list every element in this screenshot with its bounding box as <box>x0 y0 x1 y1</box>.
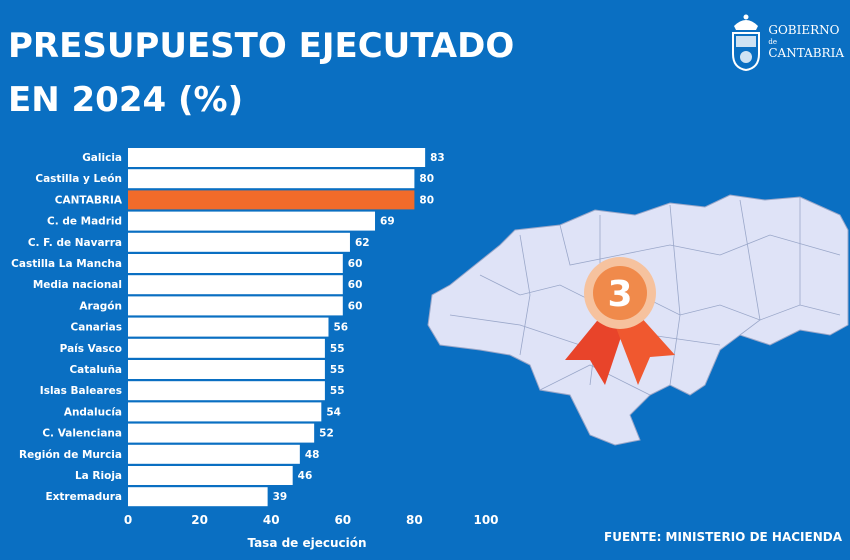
bar-4 <box>128 232 350 252</box>
coat-of-arms-icon <box>732 14 761 72</box>
medal-icon: 3 <box>565 257 675 385</box>
data-label: 52 <box>319 428 334 440</box>
data-label: 48 <box>305 449 320 461</box>
category-label: País Vasco <box>60 343 122 355</box>
bar-14 <box>128 444 300 464</box>
category-label: Andalucía <box>64 406 122 418</box>
data-label: 39 <box>273 491 288 503</box>
bar-8 <box>128 317 329 337</box>
bar-10 <box>128 360 325 379</box>
data-label: 56 <box>333 322 348 334</box>
category-label: Cataluña <box>69 364 122 376</box>
bar-1 <box>128 169 415 189</box>
category-label: Extremadura <box>45 491 122 503</box>
bar-2 <box>128 190 415 210</box>
bar-7 <box>128 296 343 316</box>
logo-line-1: GOBIERNO <box>768 23 840 37</box>
data-label: 46 <box>298 470 313 482</box>
bar-12 <box>128 402 322 422</box>
category-label: Media nacional <box>33 279 122 291</box>
data-label: 55 <box>330 385 345 397</box>
data-label: 60 <box>348 279 363 291</box>
x-tick-label: 100 <box>473 513 498 527</box>
category-label: Castilla y León <box>35 173 122 185</box>
x-tick-label: 80 <box>406 513 423 527</box>
x-axis-label: Tasa de ejecución <box>247 536 366 550</box>
title-line-2: EN 2024 (%) <box>8 80 244 120</box>
x-tick-label: 0 <box>124 513 132 527</box>
source-note: FUENTE: MINISTERIO DE HACIENDA <box>604 530 842 544</box>
x-tick-label: 60 <box>334 513 351 527</box>
bar-13 <box>128 423 315 443</box>
bar-11 <box>128 381 325 401</box>
bar-0 <box>128 148 426 167</box>
rank-number: 3 <box>607 274 632 315</box>
category-label: Castilla La Mancha <box>11 258 122 270</box>
bar-16 <box>128 487 268 507</box>
gobierno-cantabria-logo: GOBIERNO de CANTABRIA <box>729 12 844 72</box>
data-label: 62 <box>355 237 370 249</box>
bar-5 <box>128 254 343 273</box>
bar-6 <box>128 275 343 295</box>
bar-9 <box>128 338 325 358</box>
title-line-1: PRESUPUESTO EJECUTADO <box>8 26 515 66</box>
logo-line-3: CANTABRIA <box>768 46 844 60</box>
x-tick-label: 40 <box>263 513 280 527</box>
bar-15 <box>128 466 293 485</box>
category-label: C. de Madrid <box>47 216 122 228</box>
category-label: C. F. de Navarra <box>28 237 122 249</box>
data-label: 83 <box>430 152 445 164</box>
category-label: La Rioja <box>75 470 122 482</box>
category-label: C. Valenciana <box>42 428 122 440</box>
data-label: 55 <box>330 343 345 355</box>
category-label: Canarias <box>71 322 122 334</box>
cantabria-map: 3 <box>427 194 849 446</box>
category-label: Galicia <box>82 152 122 164</box>
category-label: Aragón <box>79 300 122 312</box>
data-label: 69 <box>380 216 395 228</box>
data-label: 60 <box>348 258 363 270</box>
logo-line-2: de <box>768 38 777 46</box>
data-label: 54 <box>326 406 341 418</box>
data-label: 80 <box>419 173 434 185</box>
data-label: 60 <box>348 300 363 312</box>
x-tick-label: 20 <box>191 513 208 527</box>
data-label: 80 <box>419 194 434 206</box>
category-label: Islas Baleares <box>40 385 122 397</box>
data-label: 55 <box>330 364 345 376</box>
category-label: CANTABRIA <box>55 194 123 206</box>
category-label: Región de Murcia <box>19 449 122 461</box>
bar-3 <box>128 211 376 231</box>
